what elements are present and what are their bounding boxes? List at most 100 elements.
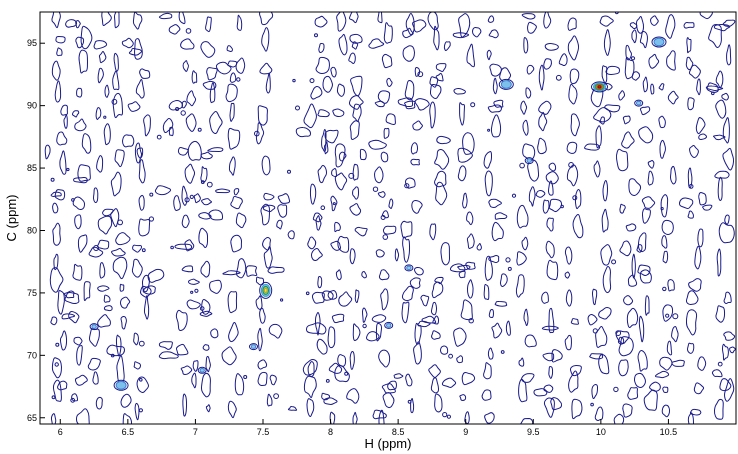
noise-contour [716,248,722,277]
noise-contour [662,304,674,322]
noise-contour [348,95,364,110]
noise-contour [719,378,732,392]
noise-contour [462,192,468,209]
noise-contour [618,336,634,357]
y-tick-label: 90 [27,101,37,111]
noise-contour [206,67,218,81]
noise-contour [431,330,441,340]
noise-contour [435,63,447,72]
noise-contour [721,92,729,101]
noise-contour [432,315,440,325]
noise-contour [349,12,359,24]
noise-contour [683,22,695,29]
noise-dot [507,266,512,271]
noise-contour [200,151,213,160]
noise-contour [505,320,511,336]
noise-contour [521,373,535,383]
noise-dot [468,318,474,324]
noise-contour [338,291,353,307]
noise-contour [385,113,396,125]
noise-contour [679,197,694,210]
noise-contour [598,354,610,375]
noise-contour [488,308,494,319]
x-tick-label: 8 [328,427,333,437]
noise-contour [266,393,273,407]
peak-contour-level [591,81,608,93]
noise-contour [571,398,583,420]
noise-contour [120,393,132,408]
noise-contour [209,111,223,134]
noise-contour [103,294,111,303]
noise-contour [377,90,391,104]
noise-contour [147,268,165,283]
noise-contour [136,147,144,159]
noise-contour [430,377,440,394]
noise-contour [658,115,666,129]
peak-contour-level [115,381,127,390]
noise-contour [71,393,79,402]
noise-contour [262,237,271,251]
noise-contour [260,203,271,226]
noise-contour [200,372,211,398]
peak-10 [89,323,99,331]
noise-dot [253,130,260,137]
noise-dot [615,330,622,337]
noise-contour [88,246,104,258]
noise-contour [520,100,528,115]
noise-contour [257,359,268,370]
noise-contour [671,326,679,343]
noise-dot [190,290,194,294]
noise-contour [96,155,104,173]
noise-dot [141,248,146,253]
noise-contour [622,115,631,125]
noise-contour [639,30,648,49]
noise-contour [72,196,86,211]
noise-contour [120,315,127,330]
noise-contour [528,186,536,207]
noise-contour [538,64,545,91]
noise-contour [187,140,202,161]
noise-contour [637,232,647,253]
noise-contour [200,260,211,278]
noise-contour [693,382,705,395]
noise-contour [59,330,68,351]
noise-contour [227,291,238,314]
noise-contour [115,334,122,357]
noise-contour [181,185,188,206]
noise-contour [402,27,414,39]
noise-dot [199,306,205,311]
noise-dot [660,207,664,211]
noise-dot [672,313,679,320]
noise-dot [555,74,562,81]
peak-2 [498,78,514,90]
noise-contour [65,19,78,28]
noise-contour [257,371,268,387]
noise-contour [51,357,62,379]
peak-1 [591,81,608,93]
noise-contour [122,134,135,148]
noise-contour [619,203,626,214]
noise-dot [273,393,280,400]
noise-contour [112,92,124,119]
noise-contour [112,256,128,280]
noise-contour [404,100,416,110]
noise-contour [322,75,333,93]
noise-contour [713,134,726,141]
noise-contour [433,25,440,51]
noise-contour [522,119,529,136]
noise-contour [723,331,736,341]
noise-contour [589,353,604,360]
noise-contour [687,167,693,189]
noise-contour [334,221,341,233]
noise-contour [545,171,559,185]
noise-contour [143,114,151,137]
noise-contour [257,105,268,126]
noise-contour [429,223,437,241]
noise-dot [382,234,389,240]
noise-contour [349,248,356,265]
noise-contour [637,350,648,372]
noise-contour [541,291,549,304]
noise-contour [74,118,87,132]
noise-contour [548,198,563,213]
noise-contour [225,83,238,103]
